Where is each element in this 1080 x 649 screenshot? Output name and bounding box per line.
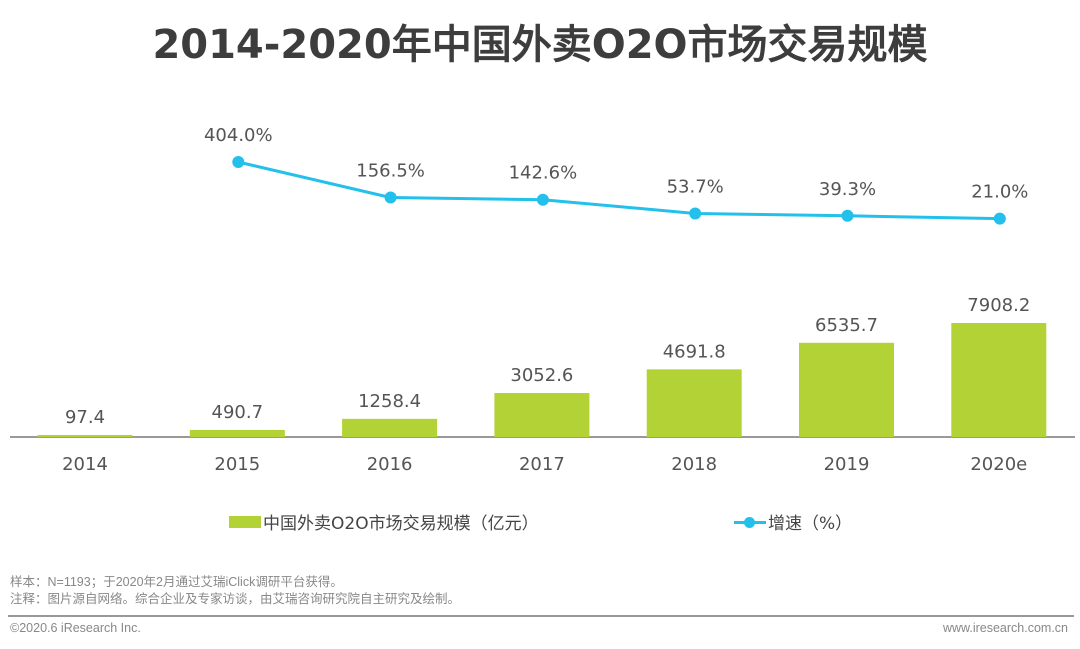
- x-tick-label-2016: 2016: [367, 454, 413, 475]
- growth-point-2017: [536, 193, 549, 206]
- bar-2015: [189, 429, 285, 437]
- growth-label-2015: 404.0%: [204, 125, 273, 146]
- sample-note: 样本：N=1193；于2020年2月通过艾瑞iClick调研平台获得。: [10, 575, 343, 589]
- copyright-text: ©2020.6 iResearch Inc.: [10, 621, 141, 635]
- growth-rate-line: [237, 160, 1000, 221]
- bar-value-label-2016: 1258.4: [358, 391, 421, 412]
- x-tick-label-2015: 2015: [214, 454, 260, 475]
- x-tick-label-2014: 2014: [62, 454, 108, 475]
- footnotes: 样本：N=1193；于2020年2月通过艾瑞iClick调研平台获得。 注释：图…: [10, 574, 460, 608]
- bar-value-label-2014: 97.4: [65, 407, 105, 428]
- growth-label-2016: 156.5%: [356, 161, 425, 182]
- legend-item-line: 增速（%）: [734, 509, 852, 534]
- bar-2017: [494, 392, 590, 437]
- x-tick-label-2020e: 2020e: [970, 454, 1027, 475]
- growth-point-2020e: [993, 212, 1006, 225]
- bar-2020e: [951, 323, 1047, 437]
- x-tick-label-2018: 2018: [671, 454, 717, 475]
- bar-2019: [799, 342, 894, 437]
- bar-value-label-2015: 490.7: [212, 402, 264, 423]
- legend-item-bar: 中国外卖O2O市场交易规模（亿元）: [229, 509, 539, 534]
- legend-line-label: 增速（%）: [768, 514, 853, 534]
- growth-point-2018: [689, 207, 702, 220]
- chart-plot: 97.4 490.71258.43052.64691.86535.77908.2 …: [10, 125, 1075, 475]
- bar-value-label-2017: 3052.6: [510, 365, 573, 386]
- bar-2018: [646, 369, 742, 437]
- source-note: 注释：图片源自网络。综合企业及专家访谈，由艾瑞咨询研究院自主研究及绘制。: [10, 592, 461, 606]
- x-tick-label-2017: 2017: [519, 454, 565, 475]
- growth-point-2019: [841, 209, 854, 222]
- legend-bar-label: 中国外卖O2O市场交易规模（亿元）: [263, 514, 539, 534]
- footer-divider: [8, 615, 1074, 617]
- legend-bar-swatch: [229, 515, 261, 528]
- growth-label-2019: 39.3%: [819, 179, 876, 200]
- bar-value-label-2019: 6535.7: [815, 315, 878, 336]
- growth-label-2020e: 21.0%: [971, 182, 1028, 203]
- growth-label-2018: 53.7%: [667, 176, 724, 197]
- chart-title: 2014-2020年中国外卖O2O市场交易规模: [152, 22, 928, 68]
- website-link[interactable]: www.iresearch.com.cn: [942, 621, 1068, 635]
- growth-point-2016: [384, 191, 397, 204]
- growth-label-2017: 142.6%: [509, 163, 578, 184]
- growth-point-2015: [232, 156, 245, 168]
- bar-value-label-2020e: 7908.2: [967, 295, 1030, 316]
- bar-value-label-2018: 4691.8: [663, 341, 726, 362]
- bar-2016: [342, 418, 438, 437]
- bar-2014: [37, 435, 133, 437]
- x-tick-label-2019: 2019: [824, 454, 870, 475]
- legend-line-swatch: [734, 515, 766, 529]
